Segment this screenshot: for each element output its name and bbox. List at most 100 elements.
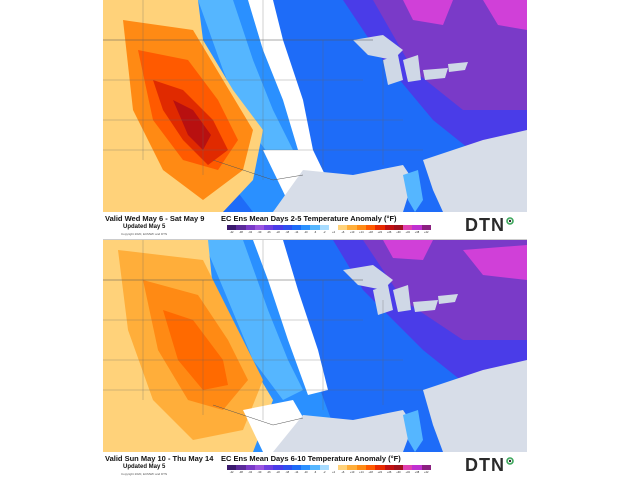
color-scale-swatch [347,465,357,470]
color-scale-swatch [319,225,329,230]
copyright-text: Copyright 2020, ECMWF and DTN [121,472,168,476]
color-scale-label: -34 [248,231,253,234]
color-scale-swatch [384,225,394,230]
color-scale-label: +22 [377,231,383,234]
color-scale-label: +18 [368,471,373,474]
color-scale-swatch [291,225,302,230]
color-scale-label: -42 [229,471,234,474]
color-scale-swatch [264,225,274,230]
valid-dates: Valid Sun May 10 - Thu May 14 [105,454,214,463]
panel-footer: Valid Sun May 10 - Thu May 14 Updated Ma… [103,452,527,480]
color-scale-label: -22 [276,471,280,474]
color-scale-label: +42 [424,471,429,474]
color-scale-label: +42 [424,231,429,234]
color-scale-swatch [245,225,255,230]
color-scale-label: +14 [359,471,364,474]
color-scale-swatch [403,465,413,470]
color-scale-label: +18 [368,231,373,234]
color-scale-swatch [393,465,404,470]
color-scale-swatch [384,465,394,470]
color-scale-swatch [347,225,357,230]
color-scale-label: -34 [248,471,253,474]
color-scale-swatch [403,225,413,230]
color-scale-label: -18 [285,471,290,474]
color-scale-swatch [338,225,348,230]
color-scale-swatch [236,225,246,230]
forecast-panel-days-6-10: Valid Sun May 10 - Thu May 14 Updated Ma… [103,240,527,480]
color-scale-swatch [338,465,348,470]
color-scale-label: +10 [349,471,355,474]
color-scale-swatch [310,225,320,230]
color-scale [227,225,431,230]
logo-text: DTN [465,454,505,475]
color-scale-label: -14 [294,231,299,234]
color-scale-swatch [282,225,292,230]
color-scale-swatch [375,465,385,470]
panel-footer: Valid Wed May 6 - Sat May 9 Updated May … [103,212,527,240]
panel-divider [103,239,527,240]
color-scale-swatch [282,465,292,470]
dtn-logo: DTN [465,214,514,236]
color-scale-label: -2 [323,231,326,234]
color-scale-label: -14 [294,471,299,474]
color-scale-label: -38 [239,231,243,234]
color-scale-label: -6 [313,231,317,234]
color-scale-label: +38 [414,471,420,474]
color-scale-labels: -42 -38 -34 -30 -26 -22 -18 -14 -10 -6 -2 +2 +6 +10 +1… [227,231,431,236]
color-scale-swatch [375,225,385,230]
color-scale-swatch [254,465,265,470]
color-scale-label: -10 [303,231,308,234]
color-scale-label: -22 [276,231,280,234]
color-scale-swatch [356,225,366,230]
color-scale-label: +14 [359,231,364,234]
color-scale [227,465,431,470]
color-scale-label: -30 [257,471,262,474]
temperature-anomaly-map [103,240,527,452]
updated-date: Updated May 5 [123,464,166,470]
color-scale-swatch [412,465,422,470]
color-scale-swatch [301,465,311,470]
color-scale-label: +34 [405,471,410,474]
color-scale-label: -42 [229,231,234,234]
color-scale-label: -26 [266,231,271,234]
temperature-anomaly-map [103,0,527,212]
color-scale-label: +2 [332,231,336,234]
color-scale-label: +10 [349,231,355,234]
color-scale-swatch [227,225,237,230]
updated-date: Updated May 5 [123,224,166,230]
color-scale-swatch [236,465,246,470]
color-scale-swatch [421,465,431,470]
copyright-text: Copyright 2020, ECMWF and DTN [121,232,168,236]
logo-mark-icon [506,217,514,225]
color-scale-swatch [328,465,339,470]
color-scale-swatch [245,465,255,470]
color-scale-swatch [393,225,404,230]
color-scale-swatch [328,225,339,230]
color-scale-label: -38 [239,471,243,474]
color-scale-label: +30 [396,471,401,474]
color-scale-label: +30 [396,231,401,234]
color-scale-swatch [273,465,283,470]
color-scale-labels: -42 -38 -34 -30 -26 -22 -18 -14 -10 -6 -2 +2 +6 +10 +1… [227,471,431,476]
color-scale-label: +2 [332,471,336,474]
color-scale-swatch [301,225,311,230]
logo-mark-icon [506,457,514,465]
color-scale-swatch [365,465,376,470]
color-scale-swatch [365,225,376,230]
map-title: EC Ens Mean Days 2-5 Temperature Anomaly… [221,214,397,223]
color-scale-label: +38 [414,231,420,234]
color-scale-label: -2 [323,471,326,474]
color-scale-label: -10 [303,471,308,474]
color-scale-label: +34 [405,231,410,234]
map-title: EC Ens Mean Days 6-10 Temperature Anomal… [221,454,401,463]
color-scale-label: +26 [386,471,392,474]
color-scale-swatch [421,225,431,230]
color-scale-label: +6 [341,231,345,234]
color-scale-swatch [264,465,274,470]
color-scale-swatch [319,465,329,470]
valid-dates: Valid Wed May 6 - Sat May 9 [105,214,205,223]
color-scale-label: -26 [266,471,271,474]
color-scale-swatch [310,465,320,470]
color-scale-label: -30 [257,231,262,234]
dtn-logo: DTN [465,454,514,476]
